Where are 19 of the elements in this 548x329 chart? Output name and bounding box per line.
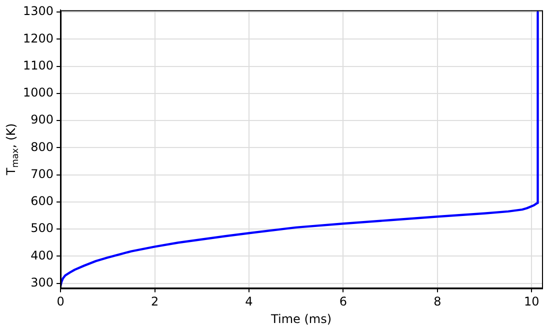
x-tick-label: 2 [150,294,159,309]
y-tick-label: 700 [30,166,54,181]
x-tick-label: 6 [339,294,348,309]
y-tick-label: 900 [30,112,54,127]
y-tick-label: 1200 [22,31,54,46]
y-tick-label: 1100 [22,58,54,72]
x-axis-title: Time (ms) [270,312,332,326]
x-tick-label: 0 [56,294,64,309]
x-tick-label: 4 [245,294,253,309]
y-tick-label: 1300 [22,4,54,18]
y-tick-label: 600 [30,194,54,208]
y-tick-label: 400 [30,248,54,262]
x-tick-label: 8 [434,294,442,309]
y-tick-label: 800 [30,140,54,154]
y-tick-label: 500 [30,221,54,236]
y-tick-label: 300 [30,275,54,290]
y-tick-label: 1000 [22,86,54,100]
x-tick-label: 10 [524,294,540,309]
y-axis-title: Tmax, (K) [4,123,21,176]
